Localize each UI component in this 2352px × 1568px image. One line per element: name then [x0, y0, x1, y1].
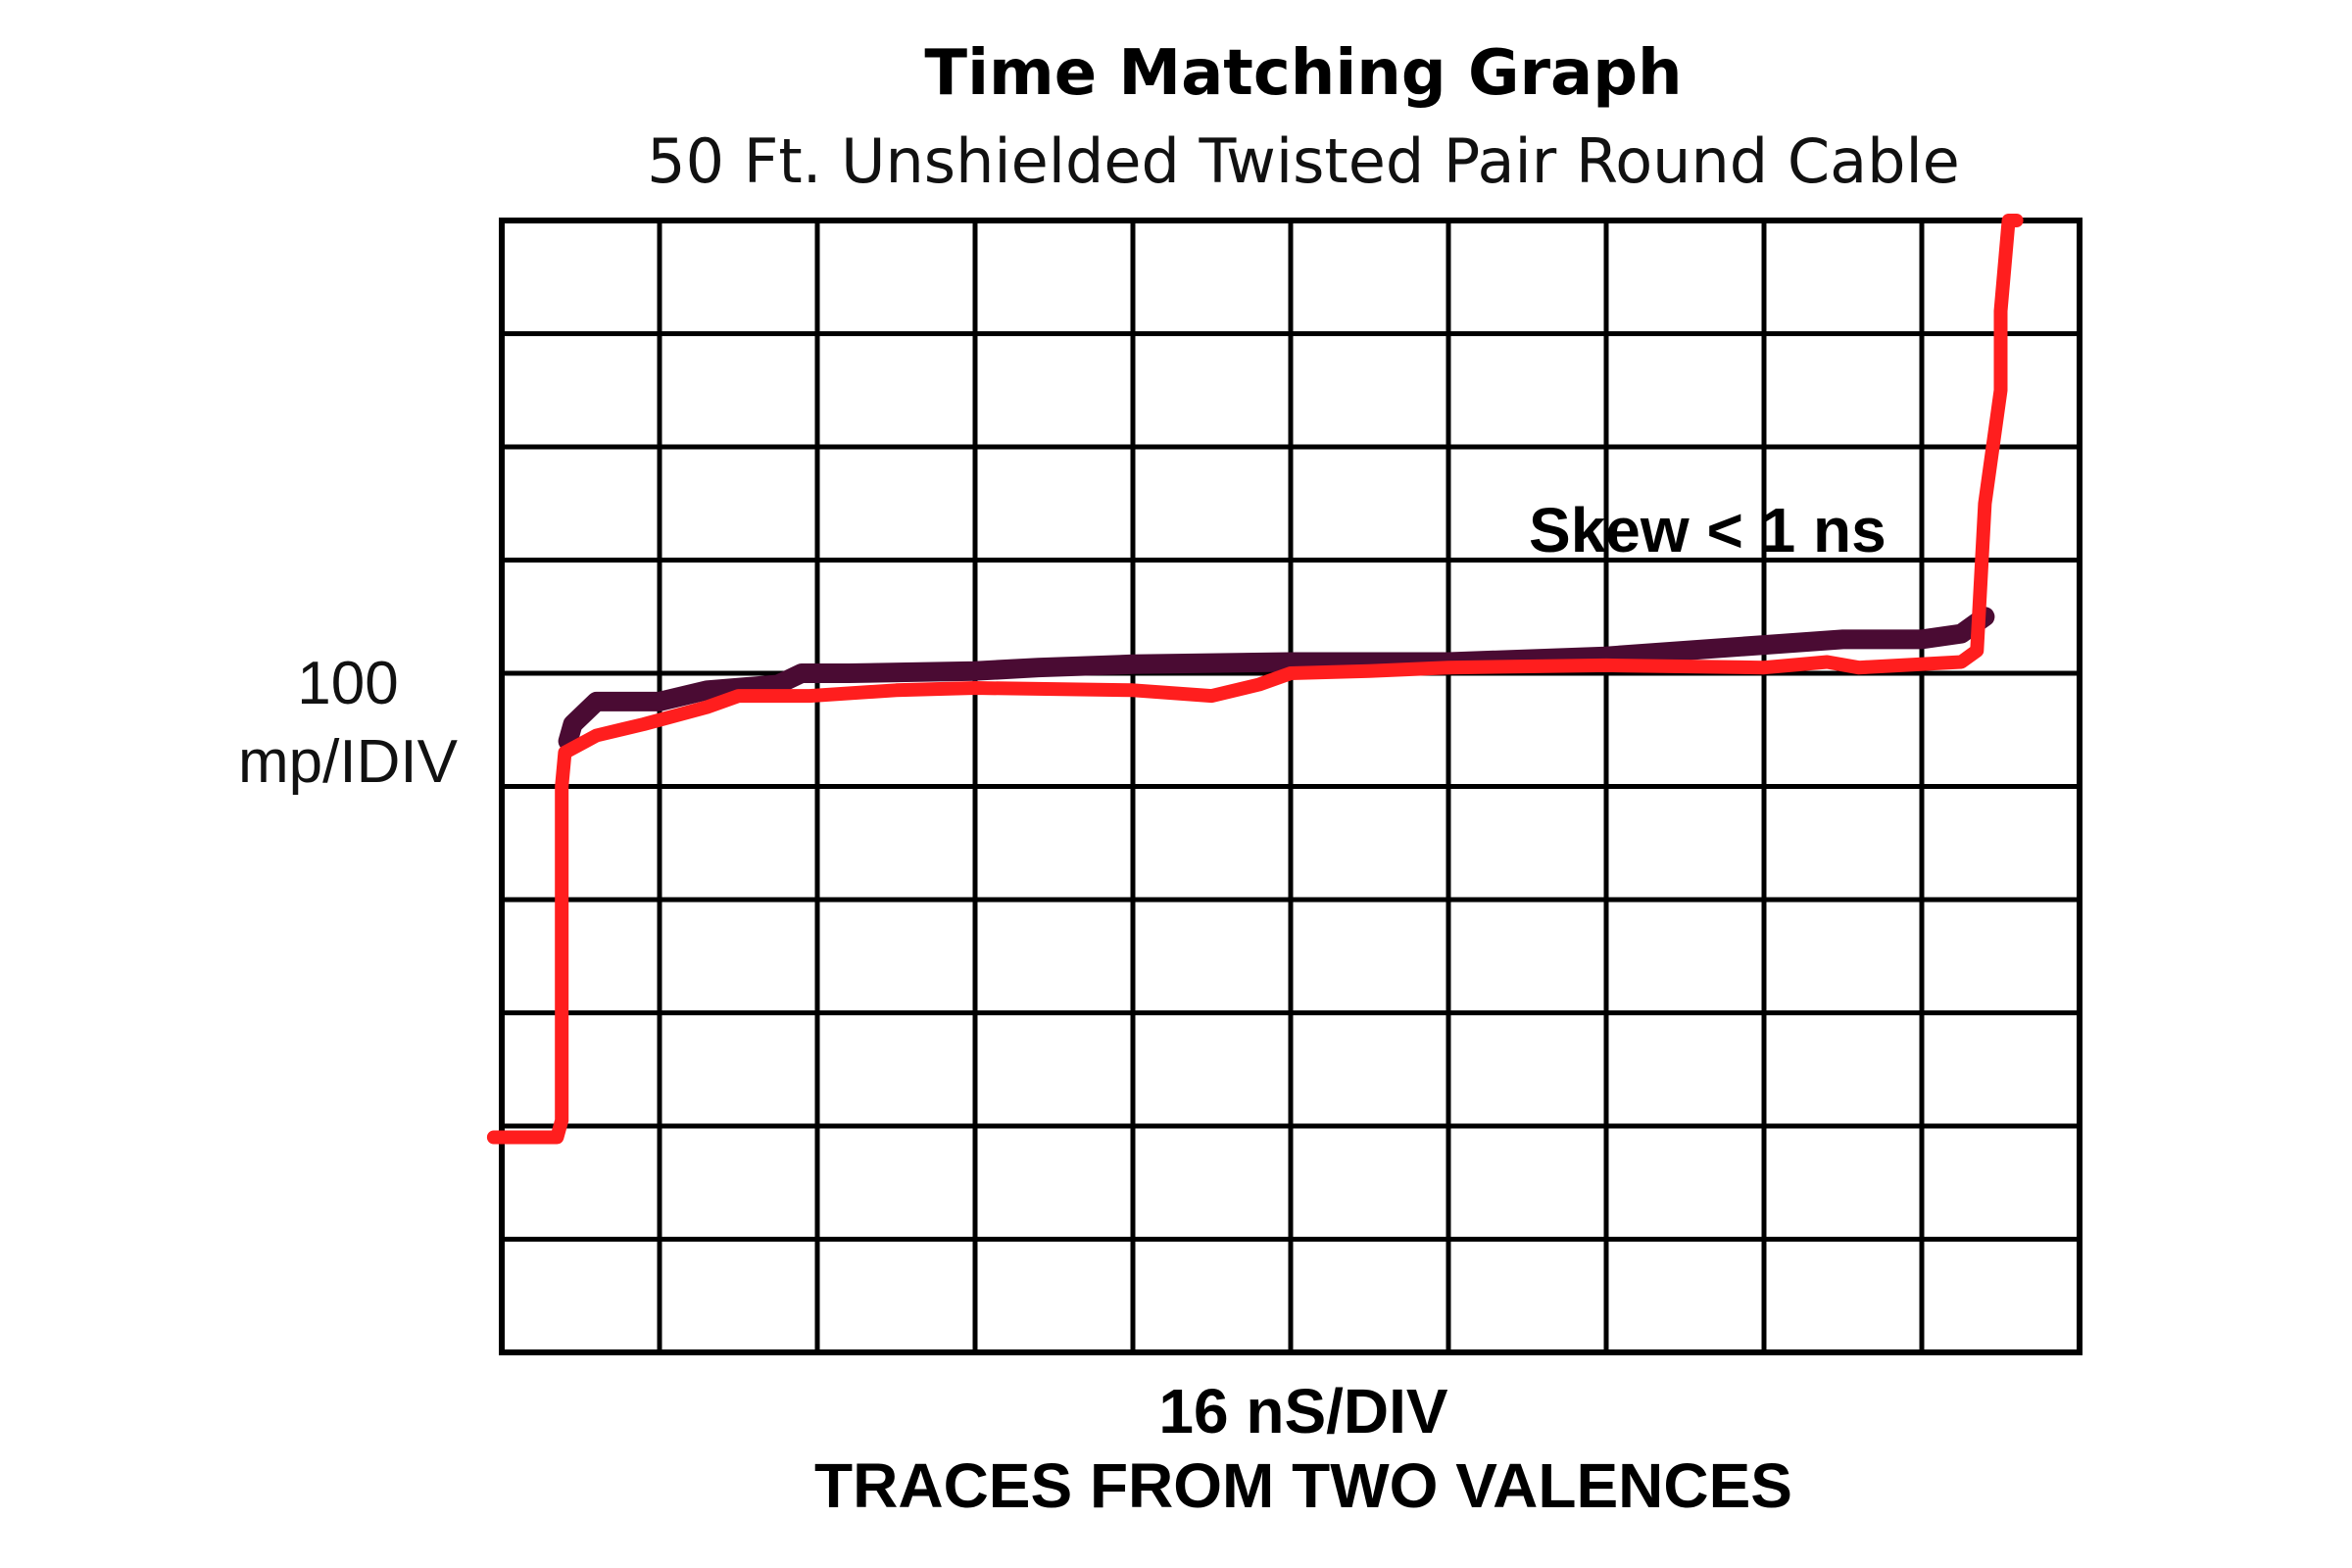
y-axis-label-line-2: mp/IDIV: [238, 728, 458, 796]
chart-title: Time Matching Graph: [924, 37, 1683, 110]
chart-subtitle: 50 Ft. Unshielded Twisted Pair Round Cab…: [647, 125, 1960, 197]
x-axis-label-line-1: 16 nS/DIV: [1158, 1376, 1448, 1446]
trace-line-1: [558, 607, 1995, 752]
y-axis-label: 100 mp/IDIV: [196, 645, 500, 802]
y-axis-label-line-1: 100: [297, 650, 399, 717]
chart-grid: [499, 218, 2082, 1355]
trace-line-2: [486, 214, 2024, 1145]
plot-frame: [499, 218, 2082, 1355]
chart-series: [486, 214, 2024, 1145]
x-axis-label: 16 nS/DIV TRACES FROM TWO VALENCES: [0, 1374, 2352, 1523]
skew-annotation: Skew < 1 ns: [1529, 495, 1886, 565]
x-axis-label-line-2: TRACES FROM TWO VALENCES: [814, 1450, 1792, 1521]
